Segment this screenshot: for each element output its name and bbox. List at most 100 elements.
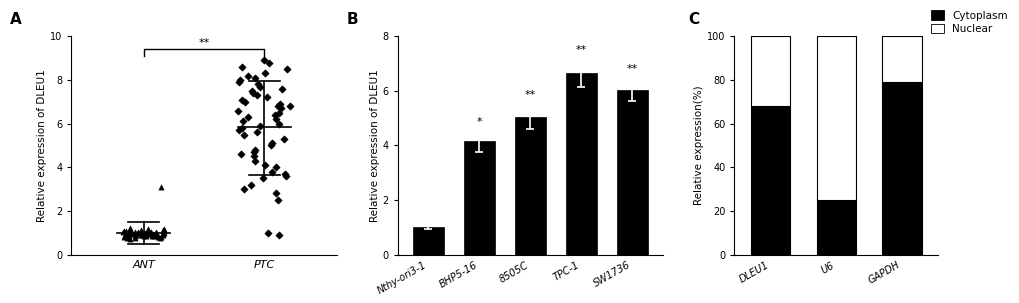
Point — [239, 115, 256, 119]
Point — [149, 231, 165, 236]
Point — [136, 230, 152, 235]
Point — [230, 80, 247, 85]
Point — [140, 228, 156, 233]
Point — [257, 71, 273, 76]
Point — [247, 75, 263, 80]
Point — [140, 227, 156, 232]
Point — [140, 231, 156, 236]
Point — [121, 236, 138, 241]
Point — [138, 234, 154, 239]
Point — [256, 58, 272, 63]
Point — [121, 234, 138, 239]
Point — [235, 187, 252, 191]
Point — [270, 232, 286, 237]
Point — [148, 230, 164, 235]
Point — [127, 229, 144, 234]
Point — [233, 125, 250, 130]
Point — [122, 228, 139, 233]
Point — [155, 228, 171, 233]
Point — [119, 235, 136, 240]
Y-axis label: Relative expression of DLEU1: Relative expression of DLEU1 — [369, 69, 379, 222]
Point — [270, 110, 286, 115]
Text: **: ** — [198, 38, 210, 48]
Bar — [750, 36, 790, 106]
Point — [126, 235, 143, 240]
Point — [239, 73, 256, 78]
Point — [234, 65, 251, 69]
Point — [137, 230, 153, 235]
Point — [146, 234, 162, 238]
Point — [120, 229, 137, 234]
Point — [272, 102, 288, 106]
Bar — [881, 36, 921, 82]
Point — [126, 233, 143, 238]
Point — [156, 226, 172, 231]
Point — [277, 174, 293, 178]
Point — [235, 119, 252, 124]
Text: **: ** — [575, 45, 587, 55]
Point — [258, 95, 274, 100]
Point — [127, 232, 144, 237]
Point — [151, 236, 167, 241]
Point — [235, 132, 252, 137]
Point — [257, 163, 273, 168]
Text: **: ** — [524, 90, 536, 101]
Point — [115, 230, 131, 235]
Point — [247, 147, 263, 152]
Bar — [566, 73, 597, 255]
Bar — [616, 90, 648, 255]
Text: C: C — [688, 12, 699, 27]
Point — [116, 233, 132, 238]
Point — [267, 191, 283, 196]
Y-axis label: Relative expression(%): Relative expression(%) — [694, 86, 703, 205]
Point — [270, 198, 286, 202]
Point — [244, 88, 260, 93]
Point — [231, 78, 248, 82]
Point — [143, 229, 159, 234]
Legend: Cytoplasm, Nuclear: Cytoplasm, Nuclear — [928, 8, 1009, 36]
Text: *: * — [476, 117, 482, 127]
Point — [281, 104, 298, 108]
Point — [127, 231, 144, 235]
Point — [263, 141, 279, 146]
Point — [122, 226, 139, 231]
Bar — [413, 227, 444, 255]
Point — [144, 234, 160, 238]
Point — [269, 104, 285, 108]
Point — [132, 232, 149, 237]
Point — [273, 86, 289, 91]
Point — [249, 93, 265, 98]
Point — [236, 99, 253, 104]
Point — [245, 91, 261, 95]
Point — [272, 106, 288, 111]
Bar — [816, 200, 855, 255]
Bar — [464, 141, 495, 255]
Point — [275, 136, 291, 141]
Point — [270, 121, 286, 126]
Point — [233, 97, 250, 102]
Point — [246, 150, 262, 155]
Point — [115, 228, 131, 233]
Point — [137, 232, 153, 237]
Point — [249, 130, 265, 135]
Bar — [816, 36, 855, 200]
Point — [153, 185, 169, 189]
Point — [137, 233, 153, 238]
Point — [268, 117, 284, 122]
Point — [251, 123, 267, 128]
Text: B: B — [346, 12, 358, 27]
Bar — [515, 117, 546, 255]
Text: **: ** — [626, 64, 638, 74]
Point — [255, 176, 271, 181]
Point — [263, 143, 279, 148]
Point — [246, 154, 262, 159]
Point — [243, 182, 259, 187]
Point — [247, 158, 263, 163]
Point — [145, 232, 161, 237]
Point — [148, 233, 164, 238]
Point — [155, 230, 171, 235]
Point — [276, 171, 292, 176]
Point — [132, 228, 149, 232]
Point — [141, 231, 157, 236]
Bar — [750, 106, 790, 255]
